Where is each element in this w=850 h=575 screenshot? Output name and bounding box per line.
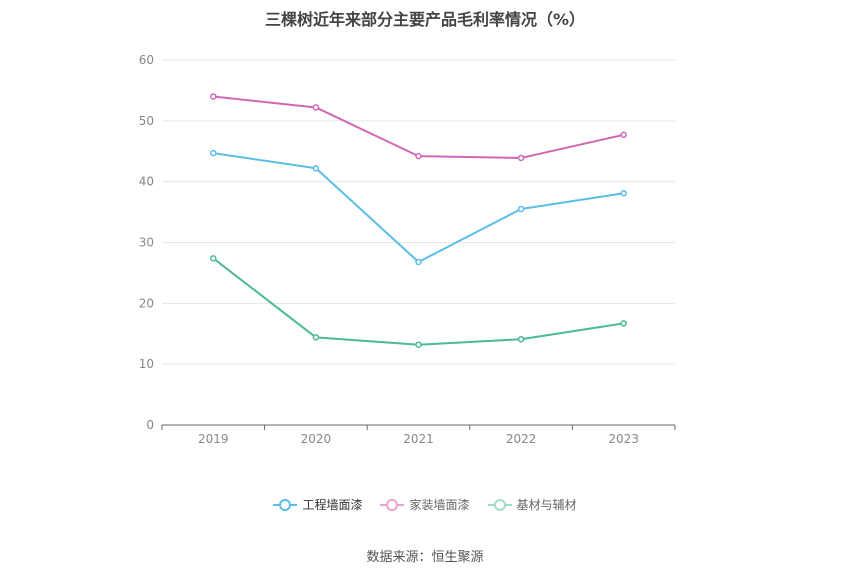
data-point (517, 154, 525, 162)
y-tick-label: 10 (139, 357, 154, 371)
data-source-note: 数据来源：恒生聚源 (366, 550, 484, 565)
x-tick-label: 2022 (506, 432, 537, 446)
data-point (312, 165, 320, 172)
x-tick-label: 2020 (301, 432, 332, 446)
legend-label: 基材与辅材 (516, 498, 577, 512)
data-point (517, 205, 525, 213)
data-point (312, 104, 320, 111)
y-tick-label: 60 (139, 53, 154, 67)
legend-item-engineering-wall-paint[interactable]: 工程墙面漆 (273, 496, 362, 513)
series-line (213, 152, 624, 263)
data-point (517, 335, 525, 343)
series-line (213, 95, 624, 159)
x-tick-label: 2019 (198, 432, 229, 446)
chart-legend: 工程墙面漆 家装墙面漆 基材与辅材 (0, 496, 850, 513)
legend-marker-icon (487, 498, 512, 511)
data-point (620, 131, 627, 139)
y-tick-label: 50 (139, 114, 154, 128)
x-tick-label: 2023 (608, 432, 639, 446)
data-point (415, 258, 422, 266)
y-tick-label: 40 (139, 175, 154, 189)
data-point (620, 189, 627, 197)
series-line (212, 257, 624, 346)
legend-item-home-wall-paint[interactable]: 家装墙面漆 (380, 496, 470, 513)
data-point (210, 255, 217, 262)
data-point (415, 152, 422, 160)
data-point (210, 149, 217, 157)
y-tick-label: 0 (146, 418, 154, 432)
legend-marker-icon (273, 498, 298, 511)
data-point (620, 320, 627, 327)
x-tick-label: 2021 (403, 432, 434, 446)
legend-label: 工程墙面漆 (302, 498, 363, 512)
chart-title: 三棵树近年来部分主要产品毛利率情况（%） (264, 10, 586, 29)
data-point (415, 341, 422, 348)
y-tick-label: 20 (139, 296, 154, 310)
data-point (210, 93, 217, 100)
legend-label: 家装墙面漆 (409, 498, 470, 512)
data-point (312, 334, 320, 341)
y-tick-label: 30 (139, 236, 154, 250)
legend-marker-icon (380, 498, 405, 511)
legend-item-base-materials[interactable]: 基材与辅材 (487, 496, 577, 513)
